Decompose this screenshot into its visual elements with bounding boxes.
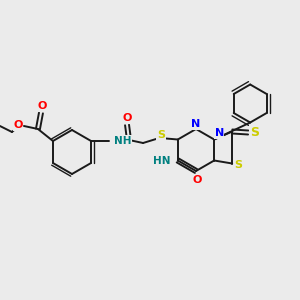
Text: HN: HN — [153, 157, 171, 166]
Text: O: O — [37, 101, 46, 111]
Text: S: S — [157, 130, 165, 140]
Text: O: O — [13, 120, 22, 130]
Text: S: S — [234, 160, 242, 170]
Text: O: O — [122, 113, 132, 123]
Text: O: O — [192, 175, 202, 185]
Text: S: S — [250, 126, 259, 139]
Text: NH: NH — [114, 136, 132, 146]
Text: N: N — [214, 128, 224, 139]
Text: N: N — [191, 119, 201, 129]
